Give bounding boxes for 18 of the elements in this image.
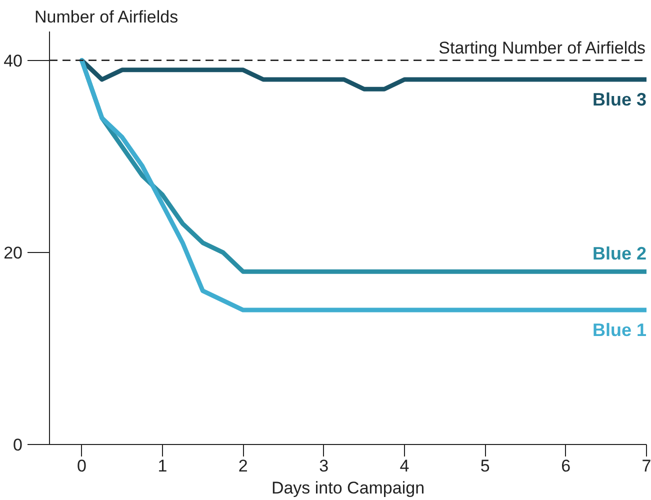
line-series (80, 58, 646, 312)
x-tick-label: 0 (77, 456, 87, 476)
series-label: Blue 3 (592, 90, 647, 110)
x-tick-label: 6 (561, 456, 571, 476)
ref-line-label: Starting Number of Airfields (438, 38, 646, 58)
x-tick-label: 4 (400, 456, 410, 476)
x-tick-label: 5 (480, 456, 490, 476)
y-tick-label: 0 (13, 436, 23, 454)
y-tick-label: 20 (4, 243, 23, 262)
y-tick-label: 40 (4, 51, 23, 70)
y-axis-title: Number of Airfields (34, 8, 178, 26)
x-tick-label: 3 (319, 456, 329, 476)
x-tick-label: 7 (642, 456, 651, 476)
x-axis-title: Days into Campaign (271, 478, 425, 498)
x-tick-label: 1 (158, 456, 168, 476)
series-label: Blue 1 (592, 320, 647, 340)
x-tick-label: 2 (238, 456, 248, 476)
series-label: Blue 2 (592, 244, 647, 264)
